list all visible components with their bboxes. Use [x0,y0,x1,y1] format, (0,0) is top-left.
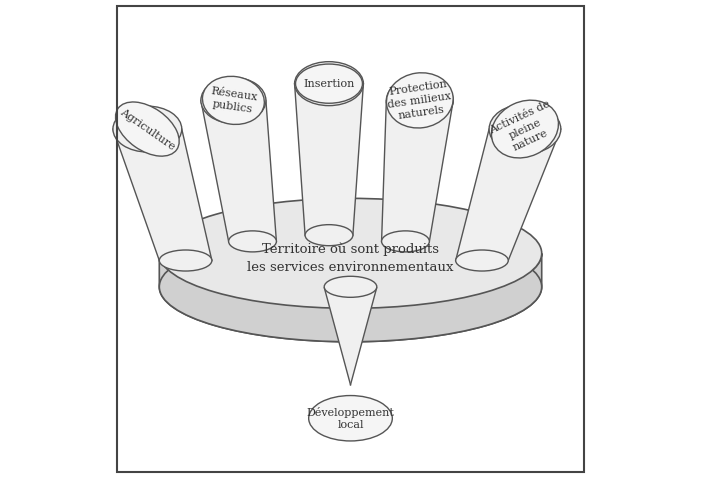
Ellipse shape [294,62,363,106]
Polygon shape [113,106,212,271]
Text: Agriculture: Agriculture [118,107,177,152]
Text: Réseaux
publics: Réseaux publics [208,86,258,115]
Ellipse shape [491,100,559,158]
Ellipse shape [229,231,276,252]
Ellipse shape [381,231,430,252]
Text: Activités de
pleine
nature: Activités de pleine nature [488,99,562,159]
Polygon shape [456,104,561,271]
Text: Insertion: Insertion [304,79,355,88]
Ellipse shape [116,102,179,156]
Ellipse shape [386,73,453,128]
Ellipse shape [203,76,264,124]
Ellipse shape [324,276,377,297]
Polygon shape [201,77,276,252]
Polygon shape [325,288,376,385]
Ellipse shape [159,250,212,271]
Ellipse shape [305,225,353,246]
Polygon shape [159,253,542,342]
Ellipse shape [296,64,362,103]
Text: Protection
des milieux
naturels: Protection des milieux naturels [386,79,454,122]
Ellipse shape [113,106,182,152]
Ellipse shape [386,77,454,123]
Ellipse shape [201,77,266,123]
Polygon shape [294,62,363,246]
Text: Territoire où sont produits
les services environnementaux: Territoire où sont produits les services… [247,242,454,274]
Ellipse shape [159,198,542,308]
Polygon shape [381,77,454,252]
Ellipse shape [159,232,542,342]
Text: Développement
local: Développement local [306,407,395,430]
Ellipse shape [308,396,393,441]
Ellipse shape [489,104,561,154]
Ellipse shape [456,250,508,271]
